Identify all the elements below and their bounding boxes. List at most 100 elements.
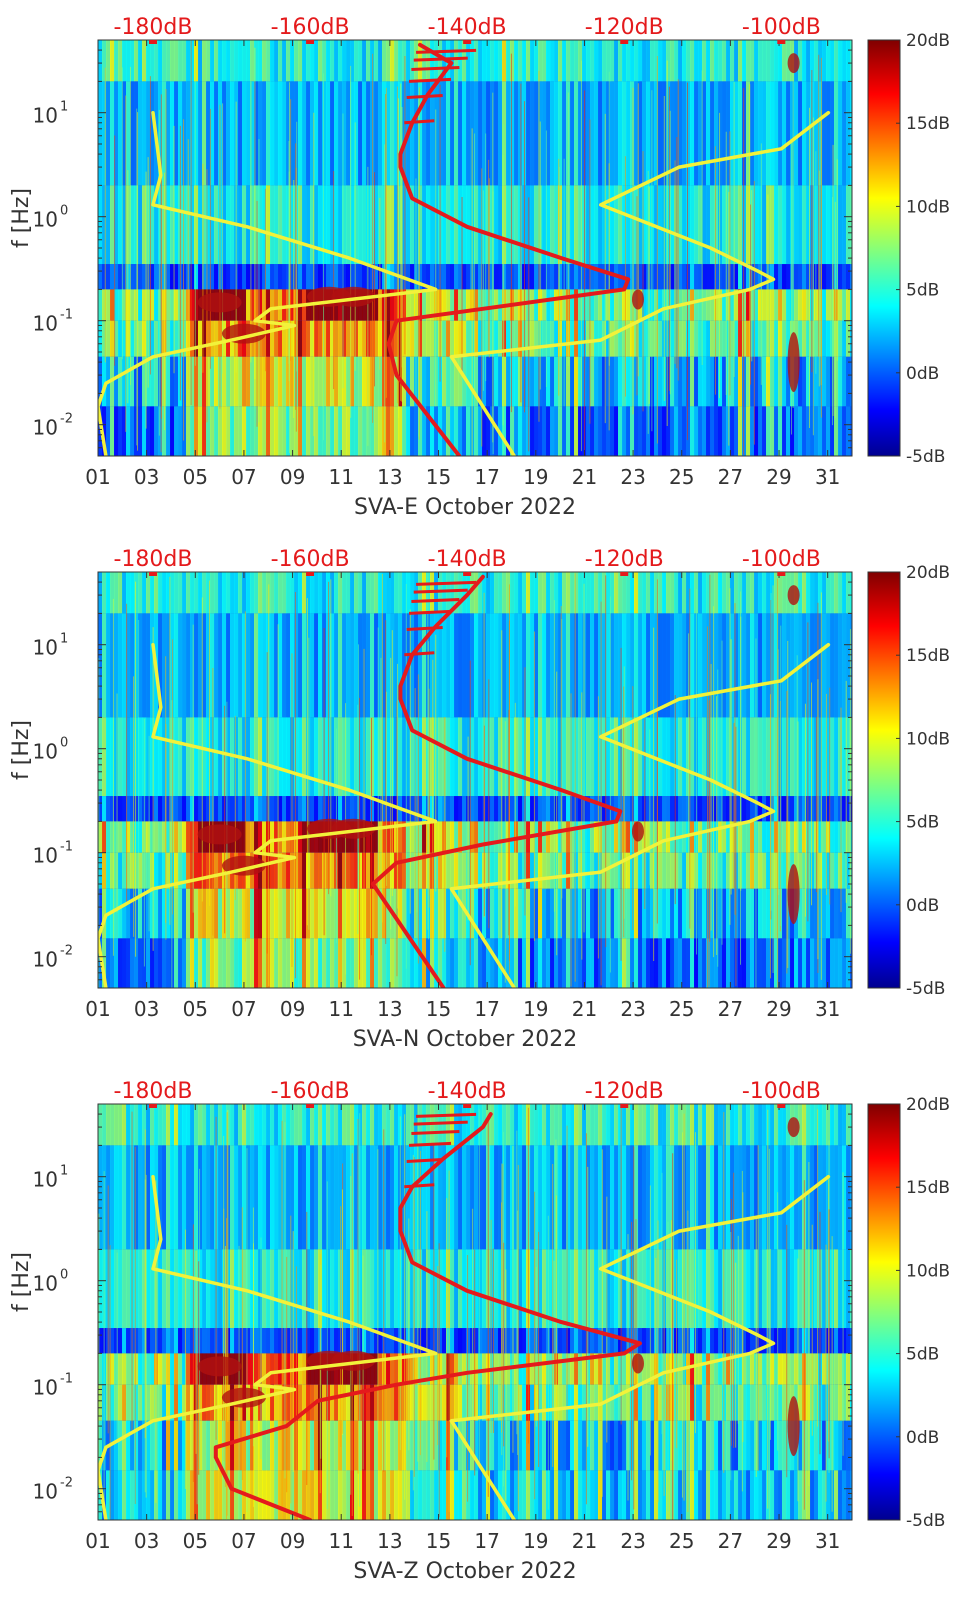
- top-axis-db-marker: [620, 1104, 629, 1108]
- x-tick-label: 31: [815, 997, 840, 1021]
- nlnm-curve: [98, 110, 438, 456]
- x-tick-label: 03: [134, 997, 159, 1021]
- x-tick-label: 11: [328, 465, 353, 489]
- colorbar-tick-label: 0dB: [906, 364, 939, 384]
- x-tick-label: 21: [572, 997, 597, 1021]
- x-tick-label: 17: [474, 1529, 499, 1553]
- noise-hotspot: [197, 292, 242, 313]
- x-tick-label: 21: [572, 465, 597, 489]
- colorbar-tick-label: 5dB: [906, 281, 939, 301]
- x-tick-label: 07: [231, 1529, 256, 1553]
- top-axis-db-marker: [777, 1104, 786, 1108]
- median-noise-spike: [404, 119, 435, 125]
- colorbar-tick-label: 10dB: [906, 197, 950, 217]
- x-tick-label: 01: [85, 465, 110, 489]
- median-noise-curve: [370, 574, 623, 988]
- top-axis-db-label: -120dB: [585, 547, 664, 572]
- x-tick-label: 31: [815, 465, 840, 489]
- top-axis-db-label: -100dB: [742, 15, 821, 40]
- colorbar-tick-label: 10dB: [906, 729, 950, 749]
- y-tick-label: 10: [33, 1480, 58, 1504]
- x-tick-label: 03: [134, 465, 159, 489]
- nlnm-curve: [98, 1174, 438, 1520]
- x-tick-label: 29: [766, 997, 791, 1021]
- nhnm-curve: [449, 110, 831, 456]
- top-axis-db-label: -100dB: [742, 1079, 821, 1104]
- top-axis-db-label: -140dB: [428, 1079, 507, 1104]
- x-tick-label: 25: [669, 1529, 694, 1553]
- median-noise-spike: [411, 1130, 460, 1136]
- y-tick-label: 10: [33, 1168, 58, 1192]
- median-noise-spike: [413, 588, 468, 594]
- median-noise-spike: [411, 598, 460, 604]
- y-tick-label: 10: [33, 948, 58, 972]
- colorbar-tick-label: -5dB: [906, 979, 945, 999]
- median-noise-spike: [404, 651, 435, 657]
- noise-hotspot: [631, 289, 644, 310]
- top-axis-db-marker: [306, 572, 315, 576]
- x-tick-label: 05: [183, 465, 208, 489]
- x-tick-label: 13: [377, 997, 402, 1021]
- y-tick-label: 10: [33, 208, 58, 232]
- y-tick-label: 10: [33, 1376, 58, 1400]
- y-axis-label: f [Hz]: [9, 188, 34, 248]
- y-tick-exponent: 0: [60, 1268, 68, 1283]
- y-tick-exponent: -1: [60, 1372, 73, 1387]
- y-tick-exponent: -1: [60, 308, 73, 323]
- noise-hotspot: [631, 821, 644, 842]
- top-axis-db-marker: [148, 40, 157, 44]
- x-tick-label: 31: [815, 1529, 840, 1553]
- colorbar-tick-label: 20dB: [906, 1095, 950, 1115]
- median-noise-spike: [406, 93, 443, 99]
- y-tick-exponent: 0: [60, 204, 68, 219]
- top-axis-db-marker: [463, 572, 472, 576]
- median-noise-spike: [406, 1157, 443, 1163]
- colorbar: [867, 571, 901, 989]
- y-axis-label: f [Hz]: [9, 1252, 34, 1312]
- noise-hotspot: [631, 1353, 644, 1374]
- y-tick-label: 10: [33, 312, 58, 336]
- top-axis-db-label: -160dB: [271, 1079, 350, 1104]
- y-tick-exponent: 1: [60, 1164, 68, 1179]
- x-tick-label: 21: [572, 1529, 597, 1553]
- top-axis-db-marker: [148, 572, 157, 576]
- top-axis-db-marker: [306, 1104, 315, 1108]
- x-tick-label: 03: [134, 1529, 159, 1553]
- colorbar-tick-label: -5dB: [906, 447, 945, 467]
- x-tick-label: 01: [85, 1529, 110, 1553]
- x-axis-label: SVA-N October 2022: [353, 1027, 578, 1052]
- colorbar-tick-label: 5dB: [906, 813, 939, 833]
- top-axis-db-marker: [306, 40, 315, 44]
- y-tick-label: 10: [33, 104, 58, 128]
- noise-hotspot: [197, 824, 242, 845]
- spectrogram-image: [98, 572, 852, 988]
- x-tick-label: 15: [426, 465, 451, 489]
- x-tick-label: 19: [523, 997, 548, 1021]
- x-tick-label: 13: [377, 465, 402, 489]
- median-noise-spike: [404, 1183, 435, 1189]
- noise-hotspot: [787, 53, 800, 74]
- y-tick-exponent: -2: [60, 1476, 73, 1491]
- y-tick-exponent: -2: [60, 944, 73, 959]
- y-tick-exponent: 1: [60, 632, 68, 647]
- x-tick-label: 23: [620, 465, 645, 489]
- x-tick-label: 27: [718, 997, 743, 1021]
- y-tick-label: 10: [33, 844, 58, 868]
- top-axis-db-marker: [777, 572, 786, 576]
- median-noise-spike: [416, 48, 477, 54]
- top-axis-db-label: -140dB: [428, 547, 507, 572]
- y-tick-label: 10: [33, 416, 58, 440]
- colorbar-tick-label: 15dB: [906, 1178, 950, 1198]
- x-tick-label: 11: [328, 1529, 353, 1553]
- median-noise-spike: [408, 609, 452, 615]
- y-tick-exponent: 1: [60, 100, 68, 115]
- noise-hotspot: [197, 1356, 242, 1377]
- x-axis-label: SVA-E October 2022: [354, 495, 576, 520]
- x-tick-label: 25: [669, 465, 694, 489]
- median-noise-curve: [386, 42, 631, 456]
- top-axis-db-marker: [777, 40, 786, 44]
- median-noise-spike: [408, 1141, 452, 1147]
- y-tick-label: 10: [33, 740, 58, 764]
